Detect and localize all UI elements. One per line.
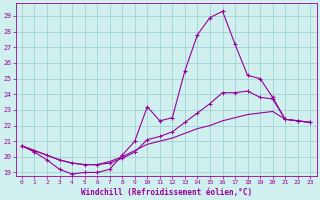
X-axis label: Windchill (Refroidissement éolien,°C): Windchill (Refroidissement éolien,°C): [81, 188, 252, 197]
